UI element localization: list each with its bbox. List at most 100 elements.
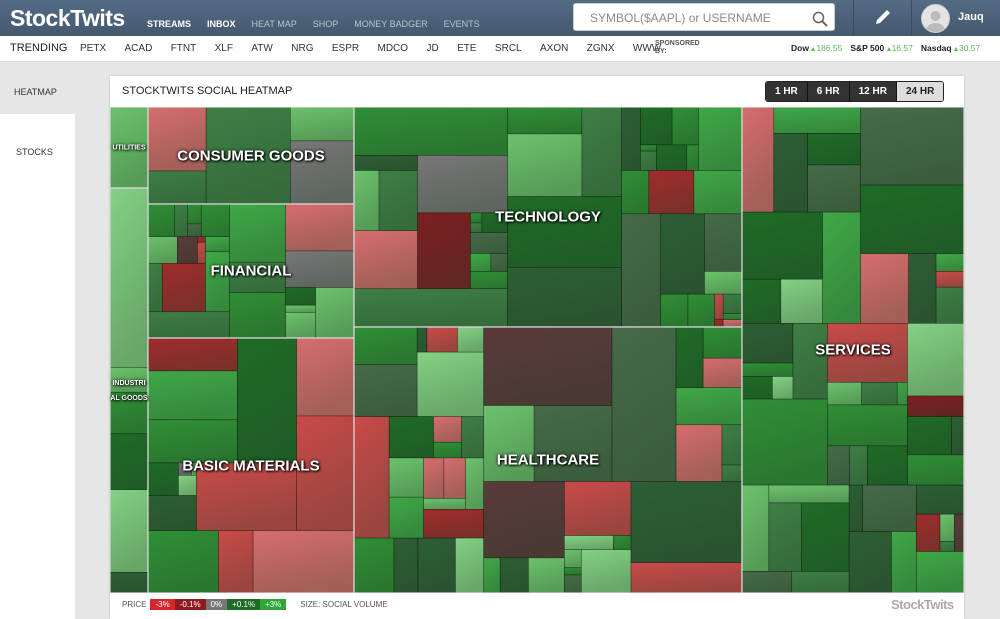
heatmap-tile[interactable]	[721, 464, 743, 482]
compose-icon[interactable]	[872, 6, 894, 28]
heatmap-tile[interactable]	[200, 203, 230, 237]
heatmap-tile[interactable]	[581, 107, 622, 197]
heatmap-tile[interactable]	[353, 364, 418, 417]
heatmap-tile[interactable]	[768, 484, 850, 504]
heatmap-tile[interactable]	[721, 424, 743, 466]
heatmap-tile[interactable]	[147, 263, 163, 313]
heatmap-tile[interactable]	[205, 236, 230, 253]
heatmap-tile[interactable]	[218, 530, 254, 593]
sector-label[interactable]: TECHNOLOGY	[495, 208, 601, 226]
heatmap-tile[interactable]	[951, 416, 964, 456]
timeframe-button[interactable]: 1 HR	[766, 82, 808, 101]
heatmap-tile[interactable]	[702, 357, 743, 389]
heatmap-tile[interactable]	[564, 549, 582, 569]
sector-label[interactable]: CONSUMER GOODS	[177, 147, 325, 164]
trending-ticker[interactable]: PETX	[80, 43, 107, 54]
heatmap-tile[interactable]	[289, 140, 355, 205]
sector-label[interactable]: BASIC MATERIALS	[182, 457, 320, 474]
heatmap-tile[interactable]	[640, 144, 657, 152]
heatmap-tile[interactable]	[896, 382, 908, 406]
heatmap-tile[interactable]	[236, 337, 297, 464]
heatmap-tile[interactable]	[907, 454, 964, 486]
nav-link[interactable]: STREAMS	[147, 19, 192, 29]
nav-link[interactable]: MONEY BADGER	[354, 19, 428, 29]
heatmap-tile[interactable]	[461, 416, 485, 459]
heatmap-tile[interactable]	[285, 287, 316, 306]
heatmap-tile[interactable]	[773, 133, 808, 213]
heatmap-tile[interactable]	[722, 319, 743, 328]
logo[interactable]: StockTwits	[10, 5, 125, 31]
heatmap-tile[interactable]	[935, 253, 964, 272]
trending-ticker[interactable]: ZGNX	[586, 43, 615, 54]
heatmap-tile[interactable]	[611, 326, 677, 482]
trending-ticker[interactable]: ESPR	[331, 43, 360, 54]
heatmap-tile[interactable]	[147, 419, 238, 464]
heatmap-tile[interactable]	[433, 441, 462, 459]
heatmap-tile[interactable]	[648, 170, 695, 215]
heatmap-tile[interactable]	[822, 211, 861, 324]
heatmap-tile[interactable]	[907, 323, 964, 397]
heatmap-tile[interactable]	[807, 133, 861, 166]
heatmap-tile[interactable]	[621, 170, 650, 215]
heatmap-tile[interactable]	[147, 107, 207, 172]
heatmap-tile[interactable]	[916, 484, 964, 515]
heatmap-tile[interactable]	[416, 351, 485, 417]
heatmap-tile[interactable]	[640, 107, 673, 146]
heatmap-tile[interactable]	[147, 203, 175, 237]
heatmap-tile[interactable]	[907, 416, 952, 456]
heatmap-tile[interactable]	[686, 144, 699, 171]
heatmap-tile[interactable]	[187, 203, 202, 225]
trending-ticker[interactable]: XLF	[214, 43, 233, 54]
heatmap-tile[interactable]	[147, 337, 238, 372]
heatmap-tile[interactable]	[490, 253, 508, 272]
heatmap-tile[interactable]	[640, 150, 657, 171]
heatmap-tile[interactable]	[687, 293, 715, 328]
trending-ticker[interactable]: MDCO	[377, 43, 409, 54]
sidebar-item[interactable]: STOCKS	[16, 147, 53, 157]
heatmap-tile[interactable]	[780, 278, 823, 324]
timeframe-button[interactable]: 12 HR	[849, 82, 897, 101]
heatmap-tile[interactable]	[741, 571, 793, 593]
heatmap-tile[interactable]	[702, 326, 743, 359]
heatmap-tile[interactable]	[564, 481, 632, 536]
heatmap-tile[interactable]	[704, 213, 743, 272]
heatmap-tile[interactable]	[621, 213, 662, 328]
heatmap-tile[interactable]	[196, 462, 297, 531]
heatmap-tile[interactable]	[675, 387, 743, 426]
heatmap-tile[interactable]	[393, 537, 419, 593]
heatmap-tile[interactable]	[229, 261, 286, 293]
heatmap-tile[interactable]	[916, 551, 964, 593]
heatmap-tile[interactable]	[353, 288, 508, 328]
heatmap-tile[interactable]	[660, 213, 705, 295]
heatmap-tile[interactable]	[187, 223, 202, 237]
heatmap-tile[interactable]	[860, 184, 964, 254]
heatmap-tile[interactable]	[704, 271, 743, 295]
heatmap-tile[interactable]	[455, 537, 485, 593]
nav-link[interactable]: HEAT MAP	[251, 19, 297, 29]
heatmap-tile[interactable]	[147, 311, 230, 339]
heatmap-tile[interactable]	[772, 376, 794, 400]
heatmap-tile[interactable]	[353, 230, 418, 290]
sidebar-item[interactable]: HEATMAP	[14, 87, 57, 97]
heatmap-tile[interactable]	[807, 164, 861, 213]
heatmap-tile[interactable]	[417, 212, 471, 290]
heatmap-tile[interactable]	[315, 287, 355, 339]
sector-label[interactable]: HEALTHCARE	[496, 451, 600, 469]
heatmap-tile[interactable]	[693, 170, 743, 215]
heatmap-tile[interactable]	[285, 203, 355, 252]
trending-ticker[interactable]: JD	[426, 43, 439, 54]
heatmap-tile[interactable]	[656, 144, 688, 171]
heatmap-tile[interactable]	[722, 313, 743, 320]
heatmap-tile[interactable]	[110, 433, 149, 491]
heatmap-tile[interactable]	[433, 416, 462, 443]
heatmap-tile[interactable]	[417, 537, 456, 593]
heatmap-tile[interactable]	[285, 312, 316, 339]
heatmap-tile[interactable]	[791, 571, 850, 593]
heatmap-tile[interactable]	[470, 253, 492, 272]
heatmap-tile[interactable]	[630, 481, 743, 563]
heatmap-tile[interactable]	[675, 326, 704, 389]
heatmap-tile[interactable]	[827, 404, 908, 447]
heatmap-tile[interactable]	[177, 236, 198, 264]
heatmap-tile[interactable]	[289, 107, 355, 142]
heatmap-tile[interactable]	[388, 416, 434, 459]
